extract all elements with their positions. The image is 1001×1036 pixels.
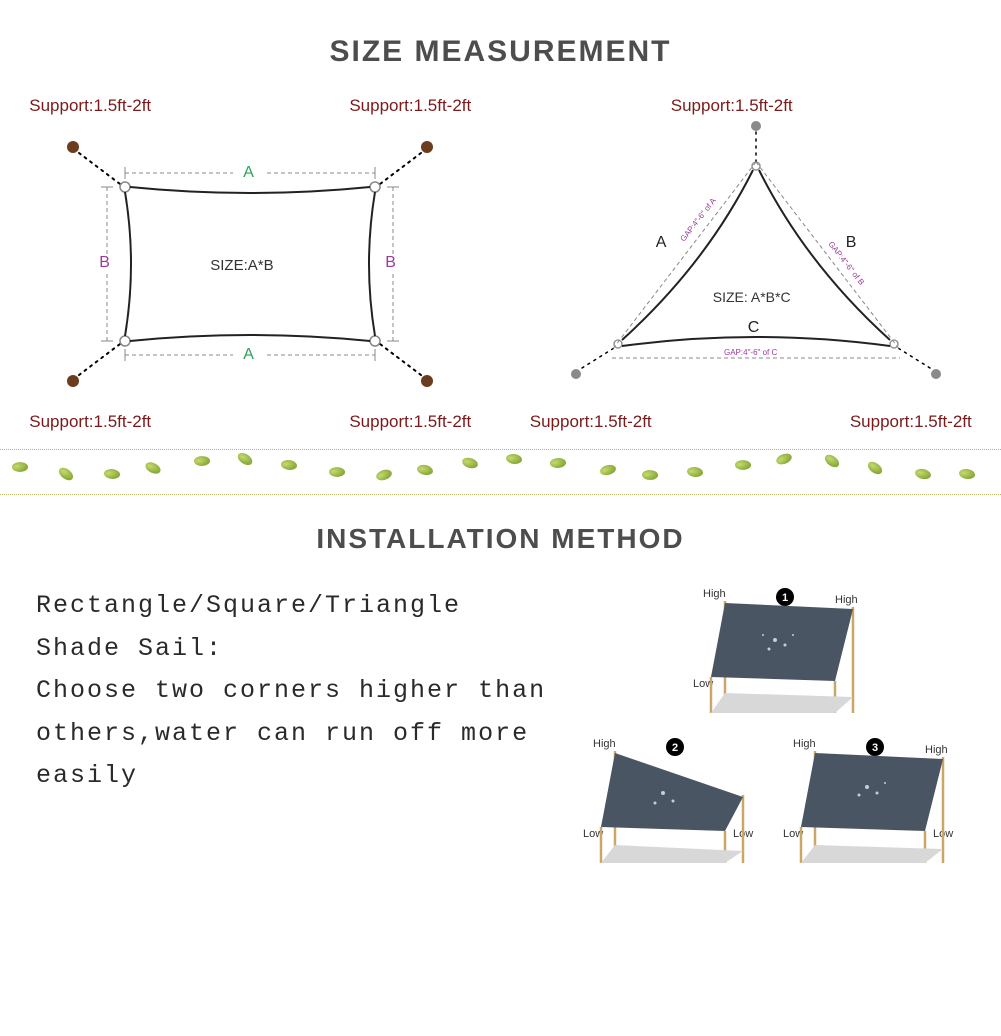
leaf-icon	[11, 461, 28, 473]
svg-text:1: 1	[782, 592, 788, 604]
install-mini-2: High Low Low 2	[575, 735, 765, 875]
install-text: Rectangle/Square/Triangle Shade Sail: Ch…	[36, 585, 551, 798]
install-heading: Rectangle/Square/Triangle Shade Sail:	[36, 591, 461, 663]
install-section: Rectangle/Square/Triangle Shade Sail: Ch…	[0, 585, 1001, 798]
svg-text:3: 3	[872, 742, 878, 754]
support-label: Support:1.5ft-2ft	[29, 412, 151, 432]
svg-text:GAP:4"-6" of C: GAP:4"-6" of C	[724, 348, 777, 357]
size-diagrams: Support:1.5ft-2ft Support:1.5ft-2ft Supp…	[0, 94, 1001, 434]
leaf-divider	[0, 449, 1001, 495]
leaf-icon	[641, 469, 658, 481]
leaf-icon	[823, 453, 842, 469]
svg-text:High: High	[925, 744, 948, 756]
leaf-icon	[775, 451, 794, 467]
leaf-icon	[281, 460, 297, 470]
leaf-icon	[144, 461, 162, 476]
rect-edge-b-left: B	[99, 254, 110, 272]
leaf-icon	[599, 463, 618, 478]
triangle-svg: GAP:4"-6" of A GAP:4"-6" of B GAP:4"-6" …	[556, 114, 956, 404]
support-label: Support:1.5ft-2ft	[349, 412, 471, 432]
leaf-icon	[104, 469, 120, 480]
leaf-icon	[417, 465, 434, 476]
svg-text:High: High	[793, 738, 816, 750]
rectangle-diagram: Support:1.5ft-2ft Support:1.5ft-2ft Supp…	[15, 94, 485, 434]
tri-edge-a: A	[656, 234, 667, 252]
rect-edge-a-bottom: A	[243, 346, 254, 364]
rect-size-text: SIZE:A*B	[210, 257, 273, 274]
install-mini-diagrams: High High Low 1 High Low Low 2	[575, 585, 965, 798]
triangle-diagram: Support:1.5ft-2ft Support:1.5ft-2ft Supp…	[516, 94, 986, 434]
leaf-icon	[914, 468, 931, 480]
install-title: INSTALLATION METHOD	[0, 523, 1001, 555]
svg-text:High: High	[835, 594, 858, 606]
size-title: SIZE MEASUREMENT	[0, 35, 1001, 69]
rect-edge-b-right: B	[385, 254, 396, 272]
leaf-icon	[549, 456, 567, 469]
leaf-icon	[235, 451, 254, 467]
leaf-icon	[329, 466, 346, 478]
leaf-icon	[506, 454, 522, 464]
leaf-icon	[959, 469, 975, 479]
leaf-icon	[193, 455, 210, 467]
install-mini-3: High High Low Low 3	[775, 735, 965, 875]
support-label: Support:1.5ft-2ft	[671, 96, 793, 116]
install-body: Choose two corners higher than others,wa…	[36, 676, 546, 790]
leaf-icon	[56, 465, 75, 482]
leaf-icon	[865, 460, 884, 476]
support-label: Support:1.5ft-2ft	[530, 412, 652, 432]
support-label: Support:1.5ft-2ft	[29, 96, 151, 116]
tri-edge-c: C	[748, 319, 760, 337]
support-label: Support:1.5ft-2ft	[349, 96, 471, 116]
support-label: Support:1.5ft-2ft	[850, 412, 972, 432]
svg-text:High: High	[593, 738, 616, 750]
leaf-icon	[735, 459, 752, 471]
leaf-icon	[687, 467, 703, 477]
rect-edge-a-top: A	[243, 164, 254, 182]
leaf-icon	[461, 457, 478, 469]
svg-text:High: High	[703, 588, 726, 600]
leaf-icon	[374, 467, 393, 483]
svg-text:2: 2	[672, 742, 678, 754]
install-mini-1: High High Low 1	[685, 585, 875, 725]
tri-edge-b: B	[846, 234, 857, 252]
tri-size-text: SIZE: A*B*C	[713, 289, 791, 305]
